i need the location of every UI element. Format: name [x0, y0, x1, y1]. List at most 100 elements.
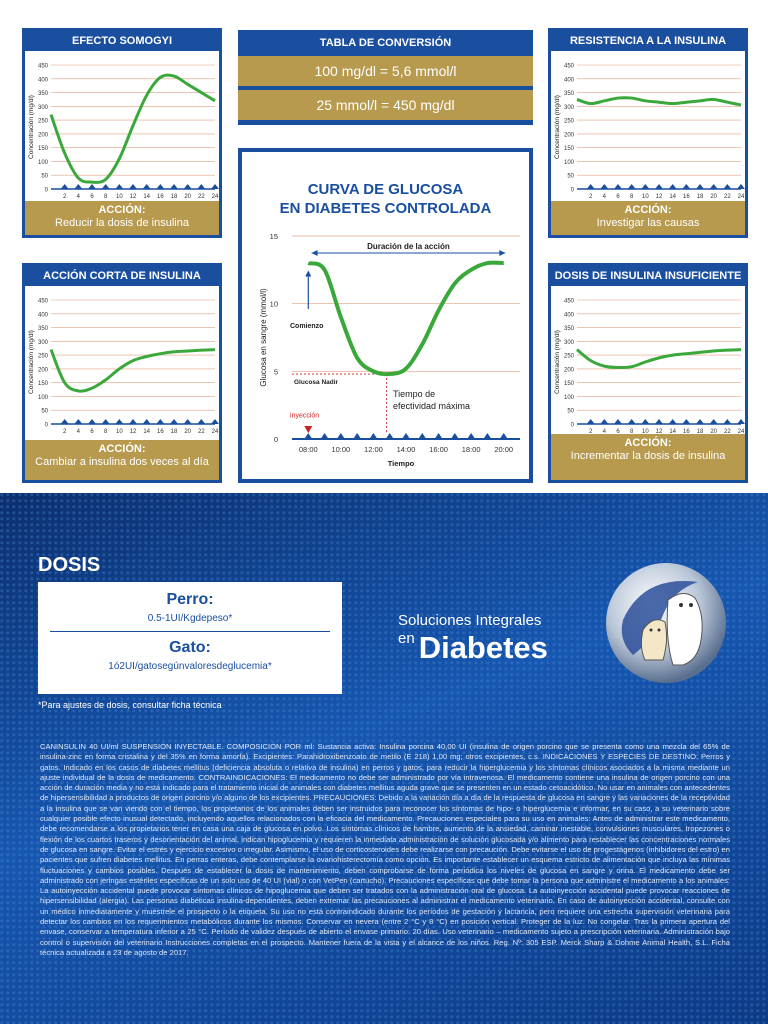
series-line — [576, 96, 742, 107]
x-tick-marker — [156, 419, 165, 424]
panel-title: RESISTENCIA A LA INSULINA — [551, 31, 745, 51]
series-line — [49, 348, 216, 393]
x-tick-label: 14 — [669, 429, 676, 435]
panel-dosis-insuficiente: DOSIS DE INSULINA INSUFICIENTE 450 400 350… — [548, 263, 748, 483]
x-tick-marker — [129, 184, 137, 189]
gato-heading: Gato: — [169, 639, 211, 656]
x-tick-label: 12 — [130, 429, 137, 435]
x-tick-marker — [115, 184, 124, 189]
x-tick-label: 08:00 — [299, 445, 318, 454]
x-tick-label: 20 — [710, 429, 717, 435]
x-tick-marker — [696, 419, 704, 424]
y-tick-label: 100 — [38, 160, 49, 166]
x-axis-label: Tiempo — [388, 459, 415, 468]
panel-title: ACCIÓN CORTA DE INSULINA — [25, 266, 219, 286]
conversion-row-1: 100 mg/dl = 5,6 mmol/l — [238, 56, 533, 86]
y-tick-label: 0 — [45, 188, 49, 194]
x-tick-label: 8 — [630, 429, 634, 435]
x-tick-marker — [304, 433, 313, 439]
arrow-head-icon — [499, 250, 506, 256]
panel-curva-glucosa: CURVA DE GLUCOSA EN DIABETES CONTROLADA … — [238, 148, 533, 483]
x-tick-label: 20 — [710, 194, 717, 200]
y-tick-label: 350 — [38, 326, 49, 332]
x-tick-marker — [353, 433, 362, 439]
x-tick-marker — [156, 184, 165, 189]
x-tick-marker — [627, 184, 636, 189]
y-tick-label: 50 — [567, 409, 574, 415]
x-tick-marker — [682, 419, 691, 424]
y-tick-label: 450 — [38, 64, 49, 70]
x-tick-label: 6 — [90, 429, 94, 435]
panel-title: EFECTO SOMOGYI — [25, 31, 219, 51]
x-tick-marker — [74, 184, 83, 189]
y-tick-label: 200 — [38, 367, 49, 373]
x-tick-marker — [369, 433, 378, 439]
x-tick-marker — [385, 433, 394, 439]
y-tick-label: 200 — [564, 367, 575, 373]
y-tick-label: 0 — [571, 423, 575, 429]
x-tick-label: 4 — [603, 429, 607, 435]
action-label: ACCIÓN: — [624, 204, 672, 216]
x-tick-label: 8 — [104, 429, 108, 435]
x-tick-marker — [499, 433, 508, 439]
y-tick-label: 400 — [38, 77, 49, 83]
x-tick-label: 2 — [589, 194, 593, 200]
y-tick-label: 350 — [564, 326, 575, 332]
comienzo-label: Comienzo — [290, 323, 323, 330]
x-tick-marker — [737, 184, 745, 189]
x-tick-marker — [183, 419, 192, 424]
y-tick-label: 400 — [38, 312, 49, 318]
action-box: ACCIÓN: Reducir la dosis de insulina — [25, 201, 219, 235]
dosis-note: *Para ajustes de dosis, consultar ficha … — [38, 700, 222, 710]
x-tick-label: 18 — [171, 194, 178, 200]
x-tick-marker — [709, 419, 718, 424]
x-tick-label: 14 — [143, 429, 150, 435]
y-axis-label: Concentración (mg/dl) — [554, 330, 561, 394]
injection-marker-icon — [304, 426, 313, 433]
panel-accion-corta: ACCIÓN CORTA DE INSULINA 450 400 350 300 250… — [22, 263, 222, 483]
x-tick-marker — [115, 419, 124, 424]
y-tick-label: 300 — [38, 105, 49, 111]
x-tick-label: 12 — [656, 194, 663, 200]
panel-efecto-somogyi: EFECTO SOMOGYI 450 400 350 300 250 200 150 100 5… — [22, 28, 222, 238]
x-tick-marker — [336, 433, 345, 439]
x-tick-marker — [723, 419, 732, 424]
series-line — [49, 73, 216, 184]
y-tick-label: 50 — [567, 174, 574, 180]
y-tick-label: 300 — [564, 340, 575, 346]
x-tick-marker — [183, 184, 192, 189]
center-title: CURVA DE GLUCOSA EN DIABETES CONTROLADA — [242, 180, 529, 218]
action-label: ACCIÓN: — [98, 204, 146, 216]
x-tick-marker — [450, 433, 459, 439]
action-box: ACCIÓN: Investigar las causas — [551, 201, 745, 235]
y-axis-label: Concentración (mg/dl) — [28, 330, 35, 394]
y-tick-label: 15 — [270, 232, 278, 241]
x-tick-marker — [60, 184, 69, 189]
x-tick-marker — [101, 184, 110, 189]
x-tick-marker — [600, 419, 609, 424]
arrow-head-icon — [305, 270, 312, 277]
x-tick-marker — [129, 419, 137, 424]
x-tick-label: 12 — [656, 429, 663, 435]
x-tick-label: 18:00 — [462, 445, 481, 454]
y-tick-label: 100 — [38, 395, 49, 401]
y-tick-label: 100 — [564, 395, 575, 401]
y-axis-label: Concentración (mg/dl) — [28, 95, 35, 159]
x-tick-marker — [682, 184, 691, 189]
x-tick-label: 6 — [616, 429, 620, 435]
x-tick-label: 22 — [198, 194, 205, 200]
y-tick-label: 100 — [564, 160, 575, 166]
x-tick-label: 14 — [143, 194, 150, 200]
x-tick-label: 4 — [77, 429, 81, 435]
x-tick-label: 24 — [212, 429, 219, 435]
max-effect-label-1: Tiempo de — [393, 389, 435, 399]
y-tick-label: 150 — [564, 146, 575, 152]
y-tick-label: 0 — [45, 423, 49, 429]
dosis-title: DOSIS — [38, 554, 101, 576]
max-effect-label-2: efectividad máxima — [393, 401, 470, 411]
y-tick-label: 250 — [564, 119, 575, 125]
divider — [50, 631, 330, 632]
x-tick-label: 18 — [697, 194, 704, 200]
x-tick-label: 16 — [683, 194, 690, 200]
